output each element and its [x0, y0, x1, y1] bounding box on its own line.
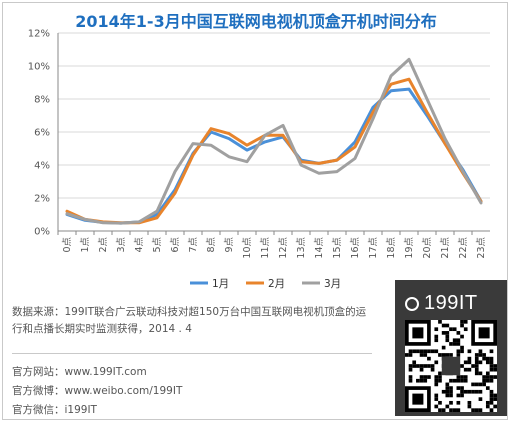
- series-line: [65, 87, 483, 225]
- divider: [12, 353, 372, 354]
- brand-logo-text: 199IT: [424, 292, 478, 314]
- brand-logo: 199IT: [405, 292, 478, 315]
- y-tick-label: 12%: [28, 29, 50, 40]
- qr-code: [405, 320, 497, 412]
- x-tick-label: 12点: [278, 237, 289, 259]
- 199it-logo-icon: [405, 297, 419, 311]
- x-tick-label: 21点: [440, 237, 451, 259]
- legend-label: 1月: [212, 278, 229, 290]
- x-tick-label: 14点: [314, 237, 325, 259]
- x-tick-label: 23点: [476, 237, 487, 259]
- legend-label: 3月: [324, 278, 341, 290]
- x-tick-label: 13点: [296, 237, 307, 259]
- series-line: [65, 77, 483, 225]
- y-tick-label: 10%: [28, 62, 50, 73]
- brand-panel: 199IT: [395, 280, 507, 416]
- y-tick-label: 2%: [34, 194, 50, 205]
- legend-label: 2月: [268, 278, 285, 290]
- x-tick-label: 4点: [134, 237, 145, 253]
- x-tick-label: 1点: [80, 237, 91, 253]
- series-line: [65, 57, 483, 225]
- line-chart: 0% 2% 4% 6% 8% 10% 12% 0点 1点 2点 3点 4点 5点 6点 7点 8点 9点 10点 1…: [28, 29, 490, 290]
- x-tick-label: 18点: [386, 237, 397, 259]
- chart-title: 2014年1-3月中国互联网电视机顶盒开机时间分布: [75, 12, 437, 31]
- x-tick-label: 6点: [170, 237, 181, 253]
- data-source-note: 数据来源：199IT联合广云联动科技对超150万台中国互联网电视机顶盒的运行和点…: [12, 306, 367, 335]
- official-website: 官方网站：www.199IT.com: [12, 366, 147, 378]
- x-tick-label: 15点: [332, 237, 343, 259]
- y-tick-label: 6%: [34, 128, 50, 139]
- x-tick-label: 2点: [98, 237, 109, 253]
- y-tick-label: 4%: [34, 161, 50, 172]
- official-weibo: 官方微博：www.weibo.com/199IT: [12, 385, 183, 397]
- x-tick-label: 22点: [458, 237, 469, 259]
- x-tick-label: 8点: [206, 237, 217, 253]
- official-wechat: 官方微信：i199IT: [12, 404, 97, 416]
- x-tick-label: 9点: [224, 237, 235, 253]
- x-tick-label: 0点: [62, 237, 73, 253]
- x-tick-label: 11点: [260, 237, 271, 259]
- y-tick-label: 0%: [34, 227, 50, 238]
- y-tick-label: 8%: [34, 95, 50, 106]
- x-tick-label: 16点: [350, 237, 361, 259]
- x-tick-label: 7点: [188, 237, 199, 253]
- x-tick-label: 20点: [422, 237, 433, 259]
- x-tick-label: 17点: [368, 237, 379, 259]
- x-tick-label: 10点: [242, 237, 253, 259]
- x-tick-label: 19点: [404, 237, 415, 259]
- x-tick-label: 5点: [152, 237, 163, 253]
- x-tick-label: 3点: [116, 237, 127, 253]
